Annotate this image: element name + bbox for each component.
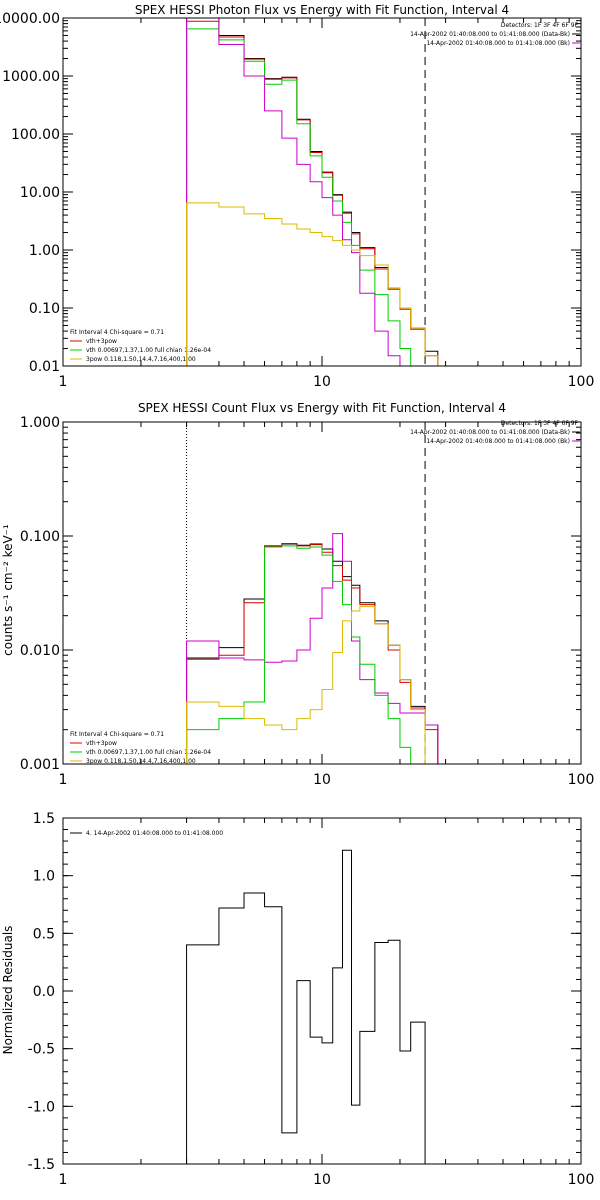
y-tick-label: 0.0 — [33, 984, 55, 1000]
y-tick-label: 1.0 — [33, 869, 55, 885]
header-data-bk: 14-Apr-2002 01:40:08.000 to 01:41:08.000… — [410, 429, 570, 436]
plot-frame — [62, 17, 582, 367]
legend-vth-3pow: vth+3pow — [86, 338, 117, 345]
series-line-vth — [186, 28, 412, 366]
y-tick-label: 0.10 — [29, 301, 60, 317]
header-bk: 14-Apr-2002 01:40:08.000 to 01:41:08.000… — [426, 40, 570, 47]
x-tick-label: 10 — [313, 1172, 331, 1188]
x-tick-label: 1 — [59, 1172, 68, 1188]
y-tick-label: 0.001 — [20, 757, 60, 773]
series-line-data-bk — [186, 18, 439, 366]
photon-flux-legend: Fit Interval 4 Chi-square = 0.71 vth+3po… — [70, 329, 211, 363]
header-detectors: Detectors: 1F 3F 4F 6F 9F — [501, 22, 579, 29]
y-tick-label: 1.00 — [29, 243, 60, 259]
series-line-3pow — [186, 606, 426, 764]
count-flux-header: Detectors: 1F 3F 4F 6F 9F 14-Apr-2002 01… — [410, 420, 578, 445]
photon-flux-title: SPEX HESSI Photon Flux vs Energy with Fi… — [135, 3, 509, 17]
y-tick-label: 0.01 — [29, 359, 60, 375]
photon-flux-header: Detectors: 1F 3F 4F 6F 9F 14-Apr-2002 01… — [410, 22, 578, 47]
series-line-bk — [186, 18, 401, 366]
series-line-vth-3pow — [186, 542, 439, 764]
series-line-vth — [186, 545, 412, 764]
residuals-legend: 4. 14-Apr-2002 01:40:08.000 to 01:41:08.… — [86, 830, 223, 837]
photon-flux-panel: SPEX HESSI Photon Flux vs Energy with Fi… — [0, 3, 595, 390]
x-tick-label: 100 — [568, 1172, 595, 1188]
header-bk: 14-Apr-2002 01:40:08.000 to 01:41:08.000… — [426, 438, 570, 445]
residuals-ylabel: Normalized Residuals — [1, 926, 15, 1055]
header-detectors: Detectors: 1F 3F 4F 6F 9F — [501, 420, 579, 427]
residuals-panel: Normalized Residuals 4. 14-Apr-2002 01:4… — [1, 811, 594, 1188]
plot-frame — [62, 421, 582, 765]
plot-frame — [62, 817, 582, 1165]
series-line-vth-3pow — [186, 20, 439, 366]
legend-fit-interval: Fit Interval 4 Chi-square = 0.71 — [70, 329, 164, 336]
series-line-residuals — [186, 849, 426, 1164]
y-tick-label: -0.5 — [28, 1042, 55, 1058]
legend-vth-3pow: vth+3pow — [86, 740, 117, 747]
x-tick-label: 10 — [313, 772, 331, 788]
legend-vth: vth 0.00697,1.37,1.00 full chian 1.26e-0… — [86, 347, 211, 354]
y-tick-label: 1.000 — [20, 415, 60, 431]
y-tick-label: 0.5 — [33, 926, 55, 942]
y-tick-label: 0.100 — [20, 529, 60, 545]
y-tick-label: 10.00 — [20, 185, 60, 201]
count-flux-title: SPEX HESSI Count Flux vs Energy with Fit… — [138, 401, 506, 415]
count-flux-panel: SPEX HESSI Count Flux vs Energy with Fit… — [1, 401, 595, 788]
legend-vth: vth 0.00697,1.37,1.00 full chian 1.26e-0… — [86, 749, 211, 756]
header-data-bk: 14-Apr-2002 01:40:08.000 to 01:41:08.000… — [410, 31, 570, 38]
y-tick-label: 0.010 — [20, 643, 60, 659]
y-tick-label: 1.5 — [33, 811, 55, 827]
y-tick-label: -1.0 — [28, 1099, 55, 1115]
x-tick-label: 10 — [313, 374, 331, 390]
y-tick-label: 1000.00 — [2, 69, 60, 85]
series-line-bk — [186, 533, 439, 764]
x-tick-label: 1 — [59, 374, 68, 390]
x-tick-label: 1 — [59, 772, 68, 788]
legend-3pow: 3pow 0.118,1.50,14.4,7.16,400,1.00 — [86, 356, 196, 363]
y-tick-label: -1.5 — [28, 1157, 55, 1173]
x-tick-label: 100 — [568, 374, 595, 390]
y-tick-label: 100.00 — [11, 127, 60, 143]
legend-interval: 4. 14-Apr-2002 01:40:08.000 to 01:41:08.… — [86, 830, 223, 837]
legend-fit-interval: Fit Interval 4 Chi-square = 0.71 — [70, 731, 164, 738]
x-tick-label: 100 — [568, 772, 595, 788]
series-line-3pow — [186, 202, 439, 366]
count-flux-ylabel: counts s⁻¹ cm⁻² keV⁻¹ — [1, 524, 15, 656]
